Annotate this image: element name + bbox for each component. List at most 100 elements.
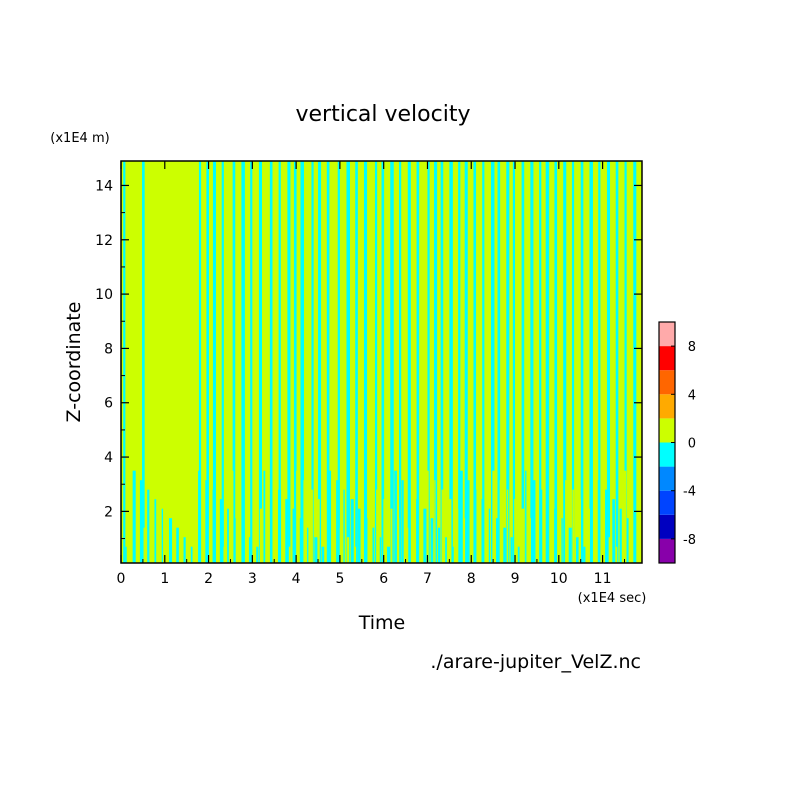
heatmap-lower-cell bbox=[368, 480, 372, 563]
heatmap-lower-cell bbox=[205, 480, 209, 563]
heatmap-negative-band bbox=[580, 161, 584, 563]
heatmap-lower-cell bbox=[525, 470, 527, 563]
heatmap-lower-cell bbox=[248, 537, 252, 563]
heatmap-lower-cell bbox=[183, 537, 186, 563]
heatmap-lower-cell bbox=[503, 527, 506, 563]
heatmap-lower-cell bbox=[292, 508, 295, 563]
heatmap-lower-cell bbox=[463, 518, 466, 563]
heatmap-lower-cell bbox=[485, 546, 488, 563]
heatmap-lower-cell bbox=[314, 537, 318, 563]
heatmap-lower-cell bbox=[139, 480, 143, 563]
y-tick-label: 14 bbox=[95, 178, 113, 194]
heatmap-lower-cell bbox=[208, 527, 211, 563]
heatmap-lower-cell bbox=[357, 508, 361, 563]
heatmap-negative-band bbox=[530, 161, 534, 563]
heatmap-lower-cell bbox=[147, 489, 150, 563]
heatmap-negative-band bbox=[633, 161, 637, 563]
y-tick-label: 10 bbox=[95, 287, 113, 303]
heatmap-lower-cell bbox=[194, 508, 198, 563]
heatmap-negative-band bbox=[624, 161, 627, 563]
heatmap-lower-cell bbox=[448, 499, 452, 563]
heatmap-lower-cell bbox=[230, 470, 234, 563]
heatmap-lower-cell bbox=[198, 470, 200, 563]
heatmap-lower-cell bbox=[278, 489, 282, 563]
heatmap-lower-cell bbox=[317, 499, 320, 563]
heatmap-negative-band bbox=[363, 161, 368, 563]
plot-area bbox=[121, 161, 642, 563]
heatmap-negative-band bbox=[497, 161, 501, 563]
colorbar-swatch bbox=[659, 346, 675, 371]
heatmap-negative-band bbox=[407, 161, 411, 563]
x-tick-label: 5 bbox=[335, 571, 344, 587]
heatmap-lower-cell bbox=[339, 527, 343, 563]
heatmap-lower-cell bbox=[303, 480, 307, 563]
x-tick-label: 4 bbox=[292, 571, 301, 587]
heatmap-negative-band bbox=[449, 161, 453, 563]
heatmap-negative-band bbox=[434, 161, 438, 563]
heatmap-lower-cell bbox=[394, 470, 397, 563]
heatmap-lower-cell bbox=[437, 527, 441, 563]
heatmap-lower-cell bbox=[179, 489, 182, 563]
heatmap-lower-cell bbox=[492, 470, 495, 563]
heatmap-lower-cell bbox=[626, 518, 629, 563]
colorbar-swatch bbox=[659, 442, 675, 467]
heatmap-lower-cell bbox=[477, 537, 481, 563]
heatmap-negative-band bbox=[142, 161, 145, 563]
heatmap-negative-band bbox=[571, 161, 575, 563]
y-tick-label: 6 bbox=[104, 396, 113, 412]
heatmap-lower-cell bbox=[401, 480, 404, 563]
heatmap-negative-band bbox=[212, 161, 217, 563]
heatmap-negative-band bbox=[390, 161, 394, 563]
heatmap-negative-band bbox=[287, 161, 291, 563]
heatmap-lower-cell bbox=[474, 489, 477, 563]
heatmap-negative-band bbox=[198, 161, 202, 563]
heatmap-lower-cell bbox=[619, 508, 622, 563]
heatmap-lower-cell bbox=[154, 499, 157, 563]
heatmap-lower-cell bbox=[565, 480, 568, 563]
heatmap-lower-cell bbox=[328, 470, 332, 563]
plot-frame bbox=[120, 160, 643, 564]
heatmap-lower-cell bbox=[372, 527, 375, 563]
y-tick-label: 8 bbox=[104, 341, 113, 357]
heatmap-lower-cell bbox=[426, 470, 429, 563]
heatmap-negative-band bbox=[206, 161, 210, 563]
heatmap-lower-cell bbox=[361, 470, 363, 563]
heatmap-lower-cell bbox=[583, 546, 586, 563]
heatmap-lower-cell bbox=[336, 480, 338, 563]
colorbar-swatch bbox=[659, 370, 675, 395]
heatmap-lower-cell bbox=[568, 527, 572, 563]
heatmap-negative-band bbox=[464, 161, 468, 563]
heatmap-lower-cell bbox=[223, 546, 227, 563]
file-name: ./arare-jupiter_VelZ.nc bbox=[430, 651, 641, 673]
heatmap-lower-cell bbox=[470, 527, 472, 563]
heatmap-lower-cell bbox=[405, 527, 409, 563]
x-tick-label: 10 bbox=[550, 571, 568, 587]
heatmap-negative-band bbox=[539, 161, 542, 563]
heatmap-lower-cell bbox=[459, 470, 463, 563]
heatmap-lower-cell bbox=[590, 470, 593, 563]
colorbar-tick-label: -8 bbox=[683, 533, 696, 548]
colorbar-swatch bbox=[659, 322, 675, 347]
heatmap-lower-cell bbox=[488, 508, 491, 563]
heatmap-lower-cell bbox=[354, 546, 357, 563]
heatmap-lower-cell bbox=[557, 470, 561, 563]
colorbar-tick-label: 4 bbox=[688, 388, 696, 403]
heatmap-lower-cell bbox=[445, 537, 447, 563]
heatmap-negative-band bbox=[250, 161, 253, 563]
x-tick-label: 1 bbox=[160, 571, 169, 587]
heatmap-lower-cell bbox=[125, 546, 127, 563]
heatmap-lower-cell bbox=[310, 489, 313, 563]
heatmap-lower-cell bbox=[594, 518, 597, 563]
heatmap-negative-band bbox=[374, 161, 378, 563]
heatmap-lower-cell bbox=[397, 518, 400, 563]
heatmap-lower-cell bbox=[481, 499, 484, 563]
y-tick-label: 4 bbox=[104, 450, 113, 466]
x-axis-label: Time bbox=[358, 612, 406, 634]
heatmap-negative-band bbox=[346, 161, 350, 563]
heatmap-lower-cell bbox=[575, 537, 579, 563]
heatmap-lower-cell bbox=[554, 508, 556, 563]
x-tick-label: 7 bbox=[423, 571, 432, 587]
heatmap-negative-band bbox=[258, 161, 262, 563]
